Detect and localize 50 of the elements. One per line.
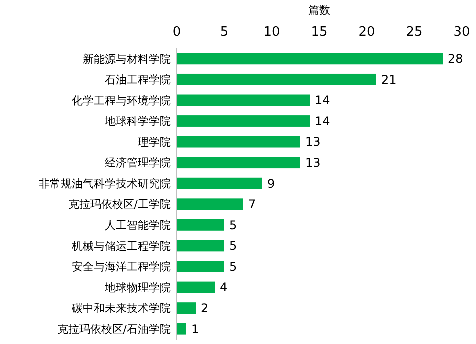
bar xyxy=(177,302,196,314)
bar xyxy=(177,219,224,231)
x-tick-label: 25 xyxy=(406,25,423,40)
bar xyxy=(177,261,224,272)
x-tick-label: 5 xyxy=(220,25,229,40)
data-label: 14 xyxy=(315,114,330,128)
bar xyxy=(177,240,224,252)
y-tick-label: 碳中和未来技术学院 xyxy=(71,302,171,316)
y-tick-label: 安全与海洋工程学院 xyxy=(72,260,171,274)
x-tick-label: 0 xyxy=(172,25,182,40)
y-tick-label: 地球物理学院 xyxy=(104,281,171,294)
bar xyxy=(177,94,310,106)
data-label: 13 xyxy=(306,135,321,150)
data-label: 14 xyxy=(315,94,330,108)
y-tick-label: 非常规油气科学技术研究院 xyxy=(39,177,171,190)
data-label: 4 xyxy=(220,280,228,295)
data-label: 7 xyxy=(248,198,256,212)
bar xyxy=(177,198,244,210)
bar xyxy=(177,53,443,65)
y-tick-label: 化学工程与环境学院 xyxy=(72,94,171,108)
y-tick-label: 新能源与材料学院 xyxy=(83,52,171,66)
data-label: 28 xyxy=(448,52,464,66)
bar xyxy=(177,74,376,86)
data-label: 9 xyxy=(268,176,276,191)
x-tick-label: 10 xyxy=(264,25,280,40)
data-label: 2 xyxy=(201,302,209,316)
y-tick-label: 地球科学学院 xyxy=(104,115,171,128)
data-label: 13 xyxy=(306,156,321,170)
y-tick-label: 克拉玛依校区/石油学院 xyxy=(57,322,171,336)
bar xyxy=(177,282,215,294)
y-tick-label: 石油工程学院 xyxy=(105,74,171,87)
bar xyxy=(177,136,300,148)
bar xyxy=(177,323,186,335)
x-axis-title: 篇数 xyxy=(308,4,330,17)
y-tick-label: 理学院 xyxy=(138,136,171,149)
data-label: 5 xyxy=(230,239,238,254)
bar xyxy=(177,178,262,190)
data-label: 21 xyxy=(382,72,397,87)
x-tick-label: 15 xyxy=(311,25,328,40)
y-tick-label: 人工智能学院 xyxy=(105,219,171,232)
y-tick-label: 克拉玛依校区/工学院 xyxy=(68,198,171,212)
x-tick-label: 30 xyxy=(454,25,470,40)
bar xyxy=(177,157,300,169)
data-label: 5 xyxy=(230,260,238,274)
bar xyxy=(177,116,310,127)
y-tick-label: 机械与储运工程学院 xyxy=(72,240,171,253)
data-label: 5 xyxy=(230,218,238,232)
y-tick-label: 经济管理学院 xyxy=(105,156,171,170)
data-label: 1 xyxy=(192,322,200,336)
x-tick-label: 20 xyxy=(358,25,376,40)
